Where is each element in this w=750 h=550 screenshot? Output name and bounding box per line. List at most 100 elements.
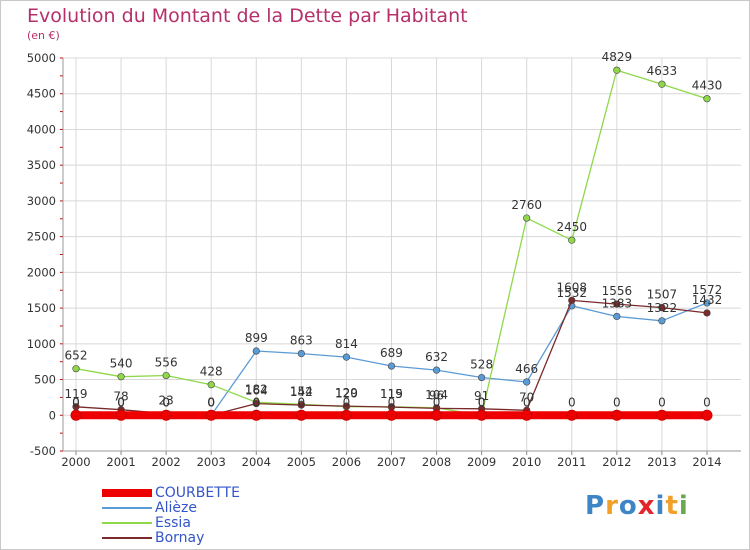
data-label: 2760 (511, 198, 542, 212)
x-tick-label: 2002 (151, 455, 180, 469)
legend-swatch-bornay (102, 537, 152, 539)
data-label: 23 (158, 394, 173, 408)
y-tick-label: 2500 (27, 230, 56, 244)
x-tick-label: 2007 (377, 455, 406, 469)
data-label: 70 (519, 390, 534, 404)
data-label: 4829 (602, 50, 633, 64)
series-point-0 (340, 409, 352, 421)
series-point-1 (613, 312, 621, 321)
data-label: 4430 (692, 79, 723, 93)
logo-letter: i (655, 491, 666, 521)
proxiti-logo: Proxiti (585, 491, 689, 521)
series-point-1 (658, 317, 666, 325)
series-point-0 (611, 409, 623, 421)
series-point-0 (476, 409, 488, 421)
x-tick-label: 2014 (692, 455, 721, 469)
y-tick-label: 5000 (27, 51, 56, 65)
series-point-2 (207, 381, 215, 389)
data-label: 556 (155, 356, 178, 370)
data-label: 115 (380, 387, 403, 401)
legend-swatch-courbette (102, 489, 152, 497)
data-label: 0 (252, 395, 260, 409)
series-point-1 (703, 299, 711, 307)
x-tick-label: 2008 (422, 455, 451, 469)
series-point-0 (701, 409, 713, 421)
data-label: 0 (658, 395, 666, 409)
data-label: 1507 (647, 288, 678, 302)
data-label: 466 (515, 362, 538, 376)
y-tick-label: 500 (34, 373, 56, 387)
series-point-1 (432, 366, 441, 374)
data-label: 0 (388, 395, 396, 409)
data-label: 0 (343, 395, 351, 409)
data-label: 1608 (556, 280, 587, 294)
data-label: 119 (380, 387, 403, 401)
y-tick-label: 1500 (27, 301, 56, 315)
series-point-2 (703, 95, 711, 103)
data-label: 0 (207, 395, 215, 409)
data-label: 540 (110, 357, 133, 371)
x-tick-label: 2006 (332, 455, 361, 469)
series-point-3 (703, 309, 711, 317)
data-label: 104 (425, 388, 448, 402)
legend-swatch-essia (102, 522, 152, 524)
x-tick-label: 2009 (467, 455, 496, 469)
y-tick-label: 0 (49, 408, 56, 422)
data-label: 899 (245, 331, 268, 345)
y-tick-label: 4500 (27, 87, 56, 101)
legend-label: COURBETTE (155, 485, 240, 501)
data-label: 0 (478, 395, 486, 409)
series-point-1 (478, 373, 486, 382)
y-tick-label: 2000 (27, 265, 56, 279)
legend-label: Alièze (155, 500, 197, 516)
series-point-0 (656, 409, 668, 421)
series-point-1 (387, 362, 396, 370)
data-label: 0 (117, 395, 125, 409)
x-tick-label: 2003 (197, 455, 226, 469)
series-point-1 (342, 353, 351, 361)
data-label: 0 (613, 395, 621, 409)
legend-label: Bornay (155, 530, 205, 546)
data-label: 91 (474, 389, 489, 403)
logo-letter: P (585, 491, 606, 521)
series-point-1 (297, 350, 305, 358)
data-label: 0 (72, 395, 80, 409)
data-label: 164 (245, 384, 268, 398)
series-point-1 (523, 378, 531, 386)
data-label: 0 (568, 395, 576, 409)
data-label: 1383 (602, 296, 633, 310)
data-label: 0 (117, 395, 125, 409)
data-label: 1572 (692, 283, 723, 297)
data-label: 528 (470, 358, 493, 372)
x-tick-label: 2001 (106, 455, 135, 469)
series-point-3 (613, 300, 621, 308)
series-point-0 (115, 409, 127, 421)
series-point-0 (295, 409, 307, 421)
series-point-0 (385, 409, 397, 421)
x-tick-label: 2010 (512, 455, 541, 469)
series-point-2 (72, 365, 80, 373)
series-point-0 (521, 409, 533, 421)
data-label: 119 (65, 387, 88, 401)
data-label: 652 (65, 349, 88, 363)
x-tick-label: 2004 (242, 455, 271, 469)
data-label: 0 (162, 395, 170, 409)
data-label: 120 (335, 387, 358, 401)
y-tick-label: 3500 (27, 158, 56, 172)
data-label: 1322 (647, 301, 678, 315)
data-label: 4633 (647, 64, 678, 78)
series-point-2 (523, 214, 531, 222)
data-label: 0 (72, 395, 80, 409)
series-point-1 (252, 347, 260, 355)
data-label: 0 (207, 395, 215, 409)
x-tick-label: 2005 (287, 455, 316, 469)
logo-letter: t (665, 491, 679, 521)
series-point-2 (568, 236, 576, 244)
chart-title: Evolution du Montant de la Dette par Hab… (27, 5, 468, 27)
data-label: 814 (335, 337, 358, 351)
data-label: 863 (290, 334, 313, 348)
x-tick-label: 2013 (647, 455, 676, 469)
data-label: 1532 (556, 286, 587, 300)
y-tick-label: 4000 (27, 122, 56, 136)
series-point-0 (431, 409, 443, 421)
